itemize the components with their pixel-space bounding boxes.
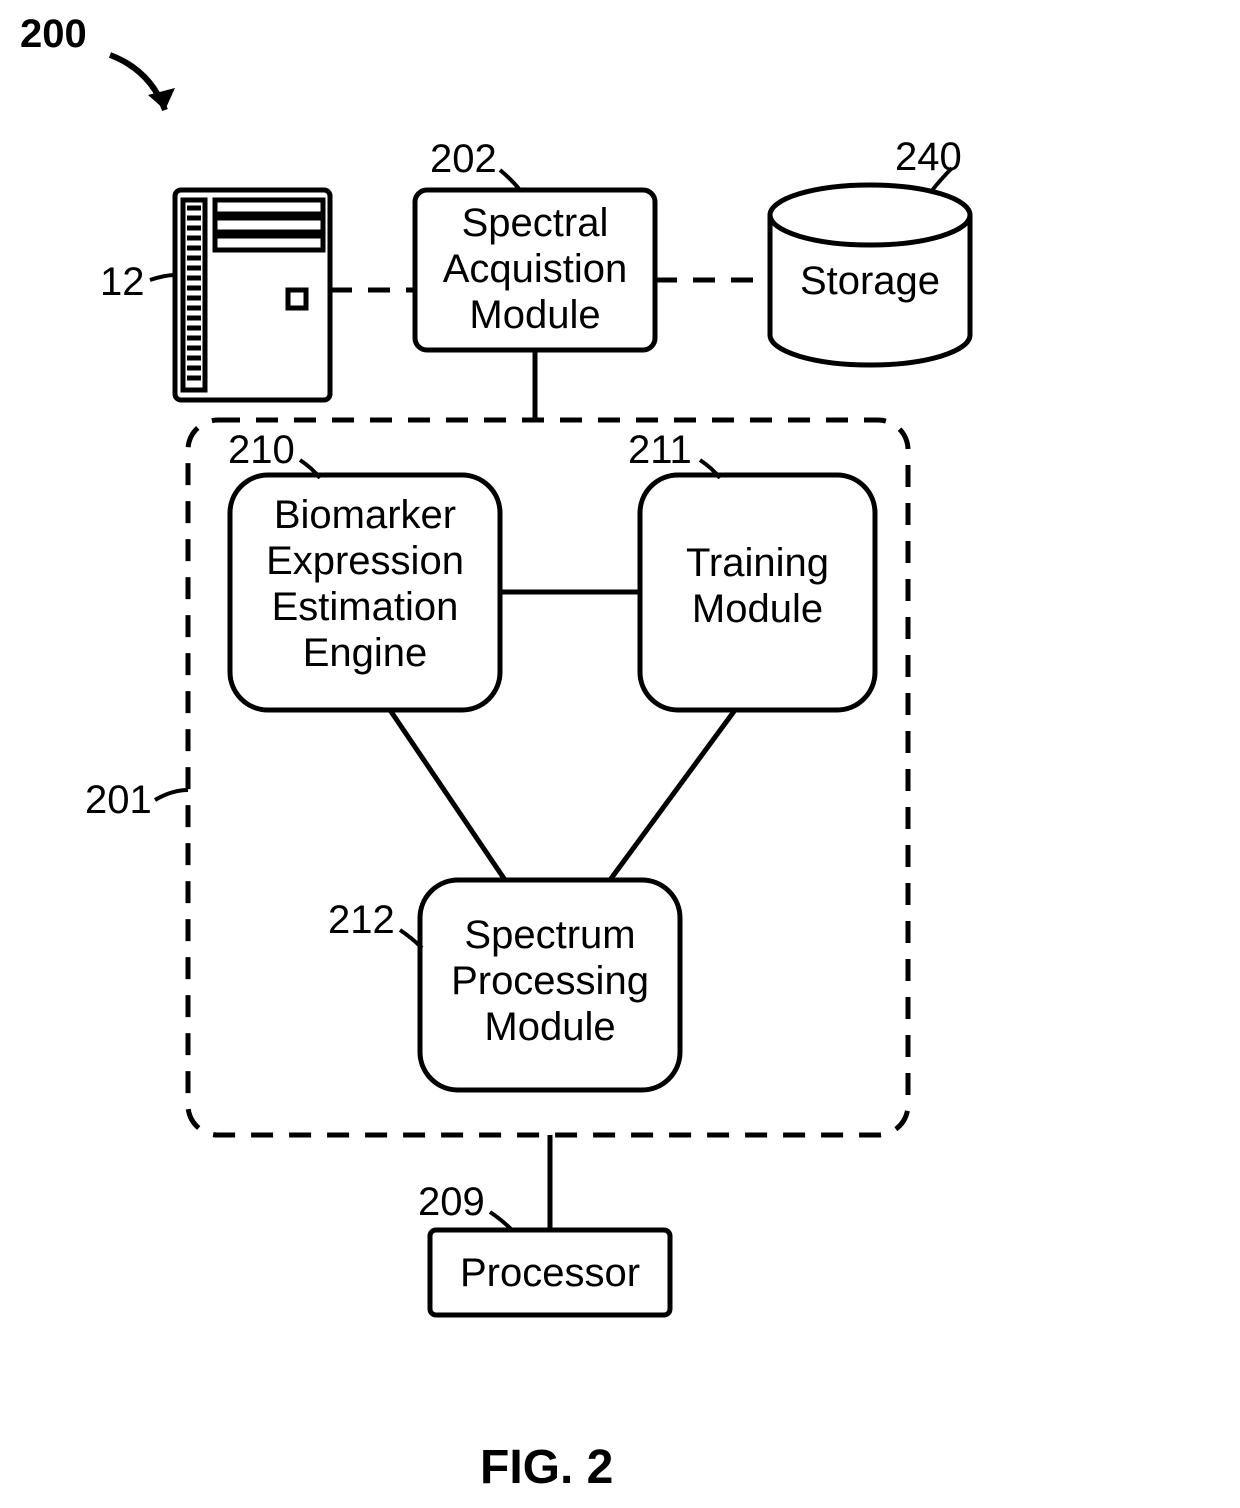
biomarker-label: Biomarker Expression Estimation Engine <box>230 492 500 676</box>
spectral-label: Spectral Acquistion Module <box>415 200 655 338</box>
edge-training-spectrum <box>610 710 735 880</box>
leader-201 <box>155 790 188 800</box>
edge-biomarker-spectrum <box>390 710 505 880</box>
biomarker-l2: Expression <box>266 539 464 583</box>
spectral-l3: Module <box>469 293 600 337</box>
ref-12: 12 <box>100 260 145 305</box>
ref-209: 209 <box>418 1180 485 1225</box>
spectral-l1: Spectral <box>462 201 609 245</box>
ref-201: 201 <box>85 778 152 823</box>
biomarker-l1: Biomarker <box>274 493 456 537</box>
training-l2: Module <box>692 587 823 631</box>
ref-212: 212 <box>328 898 395 943</box>
spectrum-l3: Module <box>484 1005 615 1049</box>
spectrum-l2: Processing <box>451 959 649 1003</box>
figure-number: 200 <box>20 12 87 57</box>
training-l1: Training <box>686 541 829 585</box>
server-icon <box>175 190 330 400</box>
spectrum-label: Spectrum Processing Module <box>420 912 680 1050</box>
figure-number-arrowhead <box>148 88 175 110</box>
leader-209 <box>490 1212 512 1230</box>
leader-12 <box>150 275 175 280</box>
ref-211: 211 <box>628 428 692 473</box>
ref-240: 240 <box>895 135 962 180</box>
spectrum-l1: Spectrum <box>464 913 635 957</box>
ref-210: 210 <box>228 428 295 473</box>
storage-label: Storage <box>770 258 970 304</box>
training-label: Training Module <box>640 540 875 632</box>
biomarker-l4: Engine <box>303 631 428 675</box>
biomarker-l3: Estimation <box>272 585 459 629</box>
figure-caption: FIG. 2 <box>480 1440 613 1495</box>
spectral-l2: Acquistion <box>443 247 628 291</box>
leader-202 <box>500 170 520 190</box>
ref-202: 202 <box>430 137 497 182</box>
processor-label: Processor <box>430 1250 670 1296</box>
